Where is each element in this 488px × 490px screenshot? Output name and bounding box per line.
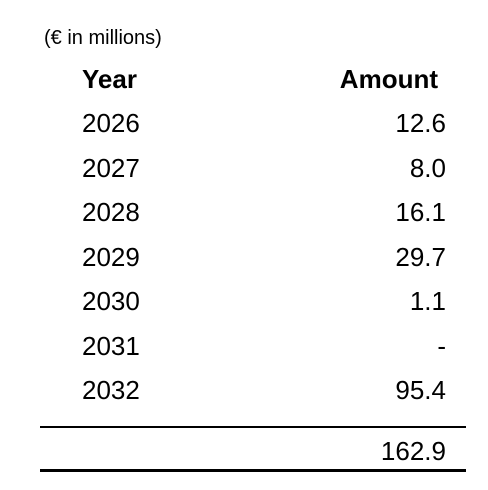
total-amount: 162.9 <box>380 436 446 466</box>
year-cell: 2026 <box>82 108 140 138</box>
table-row: 2029 29.7 <box>0 242 488 287</box>
total-top-rule <box>40 426 466 428</box>
table-row: 2031 - <box>0 331 488 376</box>
total-bottom-rule <box>40 469 466 472</box>
table-row: 2030 1.1 <box>0 286 488 331</box>
amount-cell: 16.1 <box>395 197 446 227</box>
amount-cell: 29.7 <box>395 241 446 272</box>
unit-note: (€ in millions) <box>44 27 162 49</box>
table-row: 2032 95.4 <box>0 375 488 420</box>
table-body: 2026 12.6 2027 8.0 2028 16.1 2029 29.7 2… <box>0 108 488 420</box>
header-amount: Amount <box>339 64 438 94</box>
year-cell: 2029 <box>82 241 140 272</box>
year-cell: 2027 <box>82 152 140 183</box>
amount-cell: - <box>437 330 446 361</box>
year-cell: 2028 <box>82 197 140 227</box>
header-year: Year <box>82 64 137 94</box>
table-row: 2027 8.0 <box>0 153 488 198</box>
amount-cell: 8.0 <box>409 152 446 183</box>
amount-cell: 95.4 <box>395 375 446 405</box>
year-cell: 2030 <box>82 286 140 316</box>
amount-cell: 1.1 <box>409 286 446 316</box>
amount-cell: 12.6 <box>395 108 446 138</box>
table-row: 2026 12.6 <box>0 108 488 153</box>
year-cell: 2031 <box>82 330 140 361</box>
year-cell: 2032 <box>82 375 140 405</box>
table-row: 2028 16.1 <box>0 197 488 242</box>
